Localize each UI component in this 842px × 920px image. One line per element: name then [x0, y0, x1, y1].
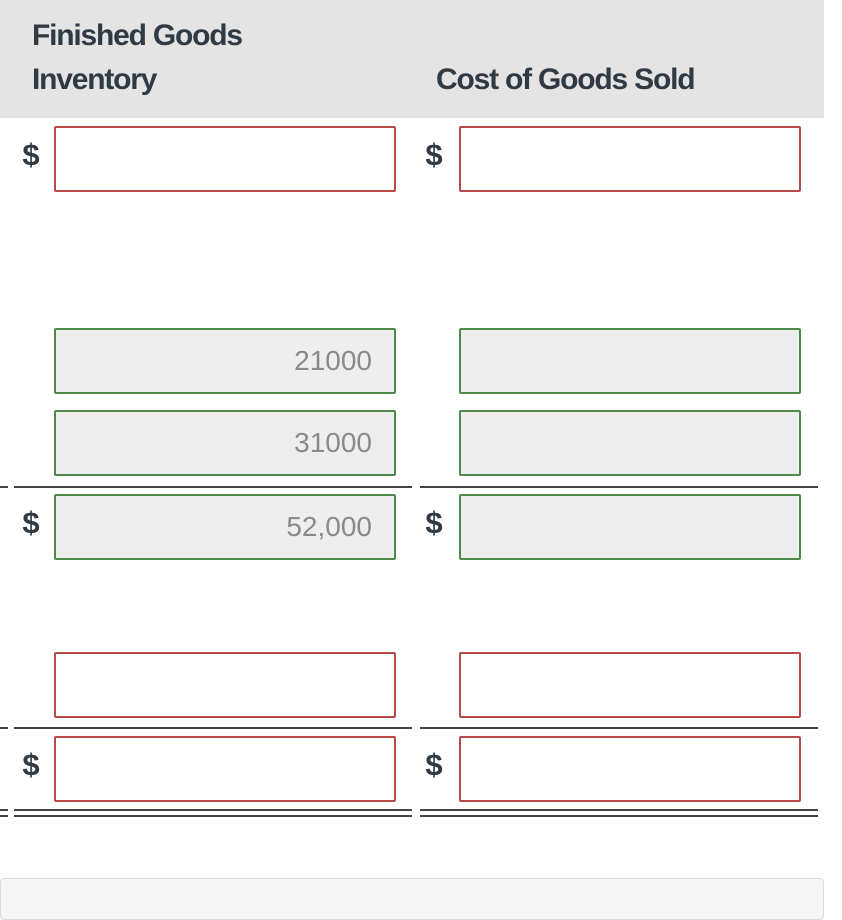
- divider-line: [420, 486, 818, 488]
- cogs-field-2: [459, 328, 801, 394]
- double-underline: [14, 809, 412, 817]
- cogs-input-1[interactable]: [459, 126, 801, 192]
- finished-goods-field-3: [54, 410, 396, 476]
- finished-goods-input-5[interactable]: [54, 652, 396, 718]
- currency-symbol: $: [22, 747, 40, 782]
- double-underline: [0, 809, 8, 817]
- header-finished-goods-inventory: Finished Goods Inventory: [32, 14, 243, 102]
- currency-symbol: $: [22, 505, 40, 540]
- currency-symbol: $: [425, 137, 443, 172]
- bottom-panel: [0, 878, 824, 920]
- finished-goods-field-2: [54, 328, 396, 394]
- cogs-ending-input[interactable]: [459, 736, 801, 802]
- header-finished-goods-line2: Inventory: [32, 63, 157, 96]
- header-cost-of-goods-sold: Cost of Goods Sold: [436, 63, 696, 96]
- cogs-total-field: [459, 494, 801, 560]
- double-underline: [420, 809, 818, 817]
- finished-goods-ending-input[interactable]: [54, 736, 396, 802]
- cogs-field-3: [459, 410, 801, 476]
- divider-line: [14, 727, 412, 729]
- finished-goods-total-field: [54, 494, 396, 560]
- currency-symbol: $: [22, 137, 40, 172]
- finished-goods-input-1[interactable]: [54, 126, 396, 192]
- currency-symbol: $: [425, 505, 443, 540]
- table-header: Finished Goods Inventory Cost of Goods S…: [0, 0, 824, 118]
- header-finished-goods-line1: Finished Goods: [32, 19, 243, 52]
- divider-line: [420, 727, 818, 729]
- cogs-input-5[interactable]: [459, 652, 801, 718]
- divider-line: [14, 486, 412, 488]
- currency-symbol: $: [425, 747, 443, 782]
- divider-line: [0, 727, 8, 729]
- divider-line: [0, 486, 8, 488]
